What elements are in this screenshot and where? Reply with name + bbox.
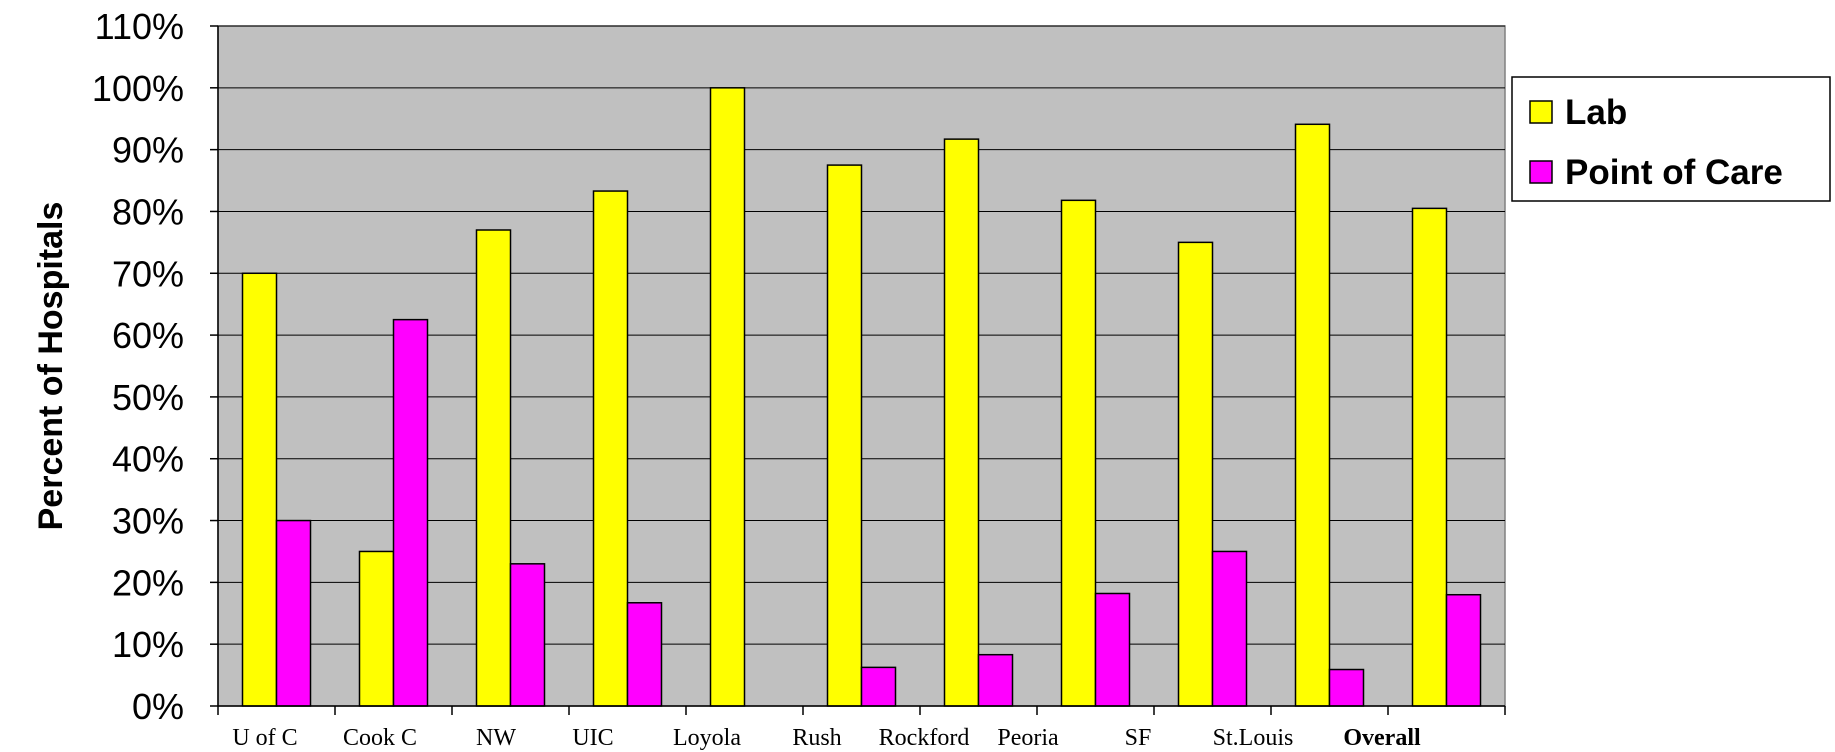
legend-label-point-of-care: Point of Care — [1565, 153, 1783, 192]
x-tick-label: U of C — [232, 725, 297, 751]
x-tick-label: Cook C — [343, 725, 417, 751]
x-tick-labels: U of C Cook C NW UIC Loyola Rush Rockford Peori… — [232, 725, 1421, 751]
bar-lab — [826, 164, 863, 707]
legend-box — [1511, 76, 1831, 202]
x-tick-label: UIC — [572, 725, 613, 751]
legend-swatch-point-of-care — [1529, 160, 1553, 184]
y-tick-label: 20% — [112, 562, 184, 603]
bar-point-of-care — [1211, 550, 1248, 707]
y-axis-label: Percent of Hospitals — [32, 202, 70, 531]
bar-point-of-care — [860, 666, 897, 707]
y-tick-label: 90% — [112, 130, 184, 171]
x-tick-label: Rockford — [879, 725, 970, 751]
x-tick-label: St.Louis — [1213, 725, 1294, 751]
y-tick-label: 30% — [112, 501, 184, 542]
x-tick-label: SF — [1125, 725, 1152, 751]
bar-lab — [943, 138, 980, 707]
bar-lab — [1294, 123, 1331, 707]
y-tick-label: 10% — [112, 624, 184, 665]
y-tick-label: 80% — [112, 191, 184, 232]
bar-lab — [358, 550, 395, 707]
bar-point-of-care — [626, 602, 663, 707]
axes — [217, 26, 1506, 715]
bar-lab — [1177, 241, 1214, 707]
y-tick-label: 60% — [112, 315, 184, 356]
bar-point-of-care — [1328, 668, 1365, 707]
bar-lab — [709, 87, 746, 707]
y-tick-label: 0% — [132, 686, 184, 727]
legend-label-lab: Lab — [1565, 93, 1627, 132]
y-tick-label: 70% — [112, 253, 184, 294]
bars — [241, 87, 1482, 707]
x-tick-label: Overall — [1343, 725, 1421, 751]
y-tick-label: 40% — [112, 439, 184, 480]
x-tick-label: Loyola — [673, 725, 741, 751]
bar-lab — [1060, 199, 1097, 707]
bar-point-of-care — [275, 519, 312, 707]
bar-point-of-care — [509, 563, 546, 707]
y-tick-label: 50% — [112, 377, 184, 418]
legend-swatch-lab — [1529, 100, 1553, 124]
legend: Lab Point of Care — [1511, 76, 1831, 202]
x-tick-label: Peoria — [997, 725, 1059, 751]
y-tick-labels: 0% 10% 20% 30% 40% 50% 60% 70% 80% 90% 100% 110% — [92, 6, 184, 727]
bar-lab — [475, 229, 512, 707]
y-tick-label: 100% — [92, 68, 184, 109]
x-tick-label: NW — [476, 725, 516, 751]
y-tick-label: 110% — [95, 6, 184, 47]
bar-point-of-care — [1094, 592, 1131, 707]
bar-lab — [241, 272, 278, 707]
x-tick-label: Rush — [792, 725, 841, 751]
bar-lab — [592, 190, 629, 707]
bar-point-of-care — [392, 318, 429, 707]
bar-point-of-care — [977, 653, 1014, 707]
bar-point-of-care — [1445, 593, 1482, 707]
bar-lab — [1411, 207, 1448, 707]
